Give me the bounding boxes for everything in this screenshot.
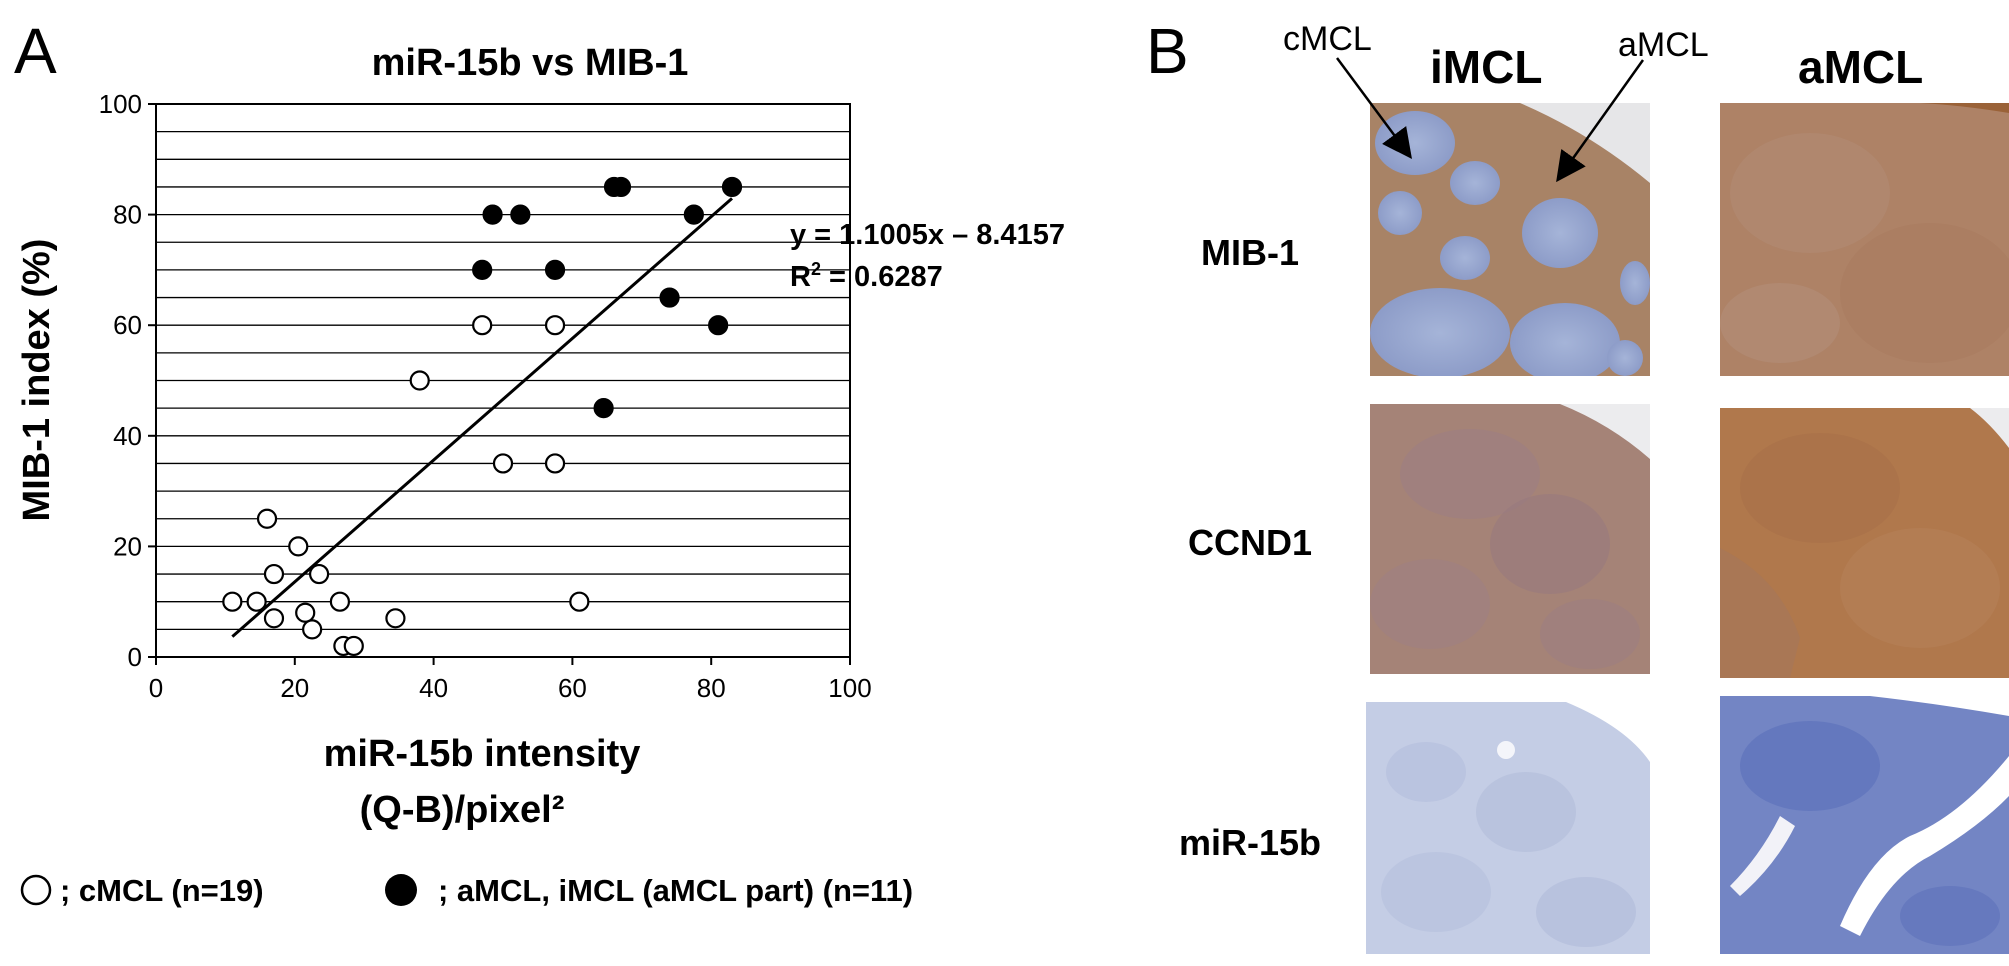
data-point-cmcl: [409, 370, 430, 391]
x-tick-label: 40: [419, 673, 448, 703]
x-tick-label: 100: [828, 673, 871, 703]
data-point-cmcl: [544, 453, 566, 474]
row-label-ccnd1: CCND1: [1187, 522, 1312, 563]
data-point-amcl: [683, 204, 704, 225]
tissue-image-amcl-mib1-art: [1720, 103, 2009, 376]
data-point-cmcl: [385, 608, 406, 629]
data-point-cmcl: [569, 591, 590, 612]
y-axis-label: MIB-1 index (%): [16, 239, 58, 522]
data-point-cmcl: [308, 563, 330, 585]
data-points: [222, 176, 743, 657]
tissue-image-imcl-ccnd1-art: [1370, 404, 1650, 674]
plot-area: [155, 103, 851, 658]
data-point-cmcl: [295, 602, 316, 623]
tissue-image-imcl-mib1: [1370, 103, 1650, 376]
data-point-amcl: [482, 204, 503, 225]
data-point-cmcl: [544, 315, 566, 336]
y-tick-label: 80: [113, 200, 142, 230]
scatter-chart: miR-15b vs MIB-1 0 20 40 60 80 100 0 20 40 60 80 10…: [16, 42, 1065, 908]
tissue-image-imcl-mir15b: [1366, 702, 1650, 954]
data-point-amcl: [510, 204, 531, 225]
data-point-amcl: [593, 398, 614, 419]
axis-ticks: 0 20 40 60 80 100 0 20 40 60 80 100: [99, 89, 872, 703]
data-point-amcl: [659, 287, 680, 308]
legend-filled-marker: [385, 874, 417, 906]
tissue-image-amcl-ccnd1: [1720, 408, 2009, 678]
arrow-to-amcl-icon: [1556, 59, 1645, 183]
y-tick-label: 40: [113, 421, 142, 451]
column-header-imcl: iMCL: [1430, 41, 1543, 93]
data-point-cmcl: [472, 315, 493, 336]
column-header-amcl: aMCL: [1798, 41, 1924, 93]
x-tick-label: 60: [558, 673, 587, 703]
y-tick-label: 100: [99, 89, 142, 119]
data-point-cmcl: [343, 635, 364, 657]
row-label-mib1: MIB-1: [1201, 232, 1299, 273]
legend-filled-label: ; aMCL, iMCL (aMCL part) (n=11): [438, 873, 913, 908]
trendline: [231, 197, 734, 638]
tissue-image-amcl-ccnd1-art: [1720, 408, 2009, 678]
tissue-image-imcl-ccnd1: [1370, 404, 1650, 674]
data-point-cmcl: [492, 453, 514, 474]
x-axis-label-line1: miR-15b intensity: [324, 733, 641, 775]
panel-a-letter: A: [14, 15, 57, 87]
annotation-arrows: [1335, 57, 1645, 183]
tissue-image-imcl-mib1-art: [1370, 103, 1650, 376]
tissue-panel: iMCL aMCL cMCL aMCL MIB-1 CCND1 miR-15b: [1110, 0, 2009, 966]
trend-r2-label: R: [790, 261, 811, 293]
arrow-to-cmcl-icon: [1335, 57, 1412, 160]
trendline-layer: [231, 197, 734, 638]
data-point-cmcl: [288, 536, 309, 557]
data-point-cmcl: [256, 508, 278, 529]
data-point-amcl: [544, 259, 566, 280]
data-point-cmcl: [263, 608, 285, 629]
x-axis-label-line2: (Q-B)/pixel²: [360, 789, 565, 831]
y-tick-label: 20: [113, 531, 142, 561]
y-tick-label: 0: [128, 642, 142, 672]
x-tick-label: 0: [149, 673, 163, 703]
data-point-amcl: [721, 176, 743, 198]
grid-lines: [156, 130, 850, 630]
trend-equation: y = 1.1005x – 8.4157: [790, 219, 1065, 251]
tissue-image-imcl-mir15b-art: [1366, 702, 1650, 954]
data-point-cmcl: [222, 591, 243, 612]
legend-open-label: ; cMCL (n=19): [60, 873, 264, 908]
annotation-amcl-label: aMCL: [1618, 26, 1709, 64]
data-point-cmcl: [263, 563, 285, 585]
trend-r2-value: = 0.6287: [821, 261, 943, 293]
x-tick-label: 80: [697, 673, 726, 703]
trend-r2: R2 = 0.6287: [790, 259, 943, 293]
y-tick-label: 60: [113, 310, 142, 340]
annotation-cmcl-label: cMCL: [1283, 20, 1372, 58]
tissue-image-amcl-mir15b-art: [1720, 696, 2009, 954]
trend-r2-sup: 2: [811, 259, 821, 279]
x-tick-label: 20: [280, 673, 309, 703]
tissue-image-amcl-mir15b: [1720, 696, 2009, 954]
data-point-amcl: [708, 315, 729, 336]
legend-open-marker: [20, 874, 52, 906]
data-point-cmcl: [302, 619, 323, 640]
chart-title: miR-15b vs MIB-1: [372, 42, 689, 84]
row-label-mir15b: miR-15b: [1178, 822, 1322, 863]
data-point-amcl: [472, 259, 493, 280]
data-point-cmcl: [246, 591, 267, 612]
panel-b-letter: B: [1146, 15, 1189, 87]
data-point-amcl: [610, 176, 632, 198]
tissue-image-amcl-mib1: [1720, 103, 2009, 376]
data-point-cmcl: [329, 591, 351, 612]
